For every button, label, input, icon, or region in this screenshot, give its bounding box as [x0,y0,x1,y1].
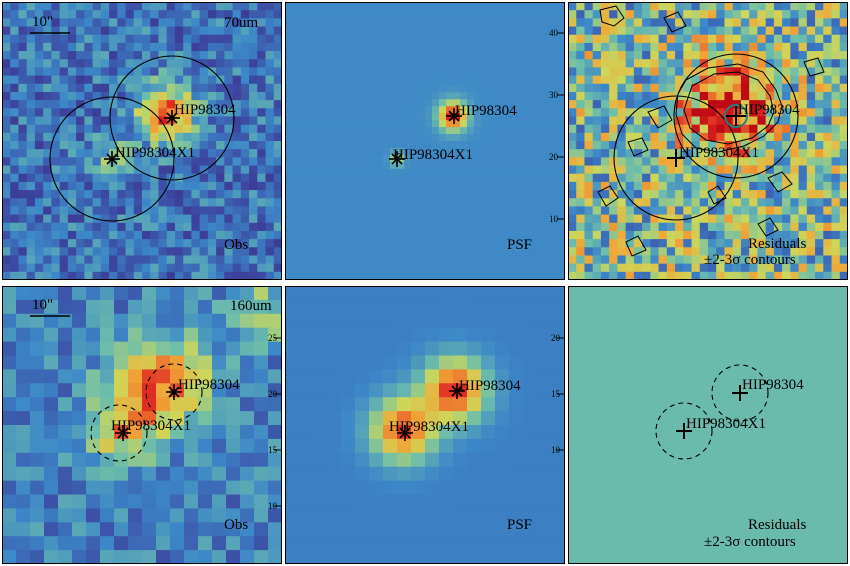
axis-right [274,337,281,507]
aperture-circle-dashed [145,363,203,421]
corner-label: Obs [224,237,248,253]
source-label: HIP98304 [459,378,521,394]
plus-marker [667,149,685,167]
star-marker [166,384,182,400]
axis-right [557,32,564,220]
overlay: 10" 70um HIP98304 HIP98304X1 Obs [2,2,282,280]
tick-label: 40 [549,28,559,38]
corner-label: PSF [507,517,532,533]
aperture-circle [613,95,739,221]
aperture-circle-dashed [711,364,769,422]
overlay: 10 15 20 HIP98304 HIP98304X1 PSF [285,286,565,564]
panel-obs-160um: 10" 160um 10 15 20 25 HIP98304 HIP98304X… [2,286,282,564]
panel-frame [568,286,848,564]
overlay: HIP98304 HIP98304X1 Residuals ±2-3σ cont… [568,2,848,280]
plus-marker [676,423,692,439]
panel-residuals-160um: HIP98304 HIP98304X1 Residuals ±2-3σ cont… [568,286,848,564]
image-map [2,2,282,280]
source-label: HIP98304 [178,377,240,393]
image-map [568,2,848,280]
corner-label: Residuals [748,236,806,252]
star-marker [446,108,462,124]
corner-label: ±2-3σ contours [704,252,796,268]
panel-frame [568,2,848,280]
source-label: HIP98304X1 [679,145,759,161]
source-label: HIP98304X1 [393,147,473,163]
image-map [285,2,565,280]
axis-right [557,337,564,451]
contour-ring [724,104,748,128]
source-label: HIP98304X1 [111,418,191,434]
image-map [285,286,565,564]
tick-label: 25 [268,333,278,343]
band-label: 70um [224,15,259,31]
source-label: HIP98304 [738,102,800,118]
panel-frame [2,286,282,564]
tick-label: 20 [268,389,278,399]
star-marker [397,425,413,441]
band-label: 160um [230,298,272,314]
scale-bar-label: 10" [32,297,53,313]
aperture-circle [109,55,235,181]
corner-label: Residuals [748,517,806,533]
overlay: 10" 160um 10 15 20 25 HIP98304 HIP98304X… [2,286,282,564]
source-label: HIP98304X1 [115,145,195,161]
aperture-circle [49,96,175,222]
overlay: 10 20 30 40 HIP98304 HIP98304X1 PSF [285,2,565,280]
corner-label: PSF [507,237,532,253]
overlay: HIP98304 HIP98304X1 Residuals ±2-3σ cont… [568,286,848,564]
panel-psf-160um: 10 15 20 HIP98304 HIP98304X1 PSF [285,286,565,564]
panel-psf-70um: 10 20 30 40 HIP98304 HIP98304X1 PSF [285,2,565,280]
panel-obs-70um: 10" 70um HIP98304 HIP98304X1 Obs [2,2,282,280]
star-marker [104,151,120,167]
source-label: HIP98304 [174,102,236,118]
aperture-circle-dashed [655,402,713,460]
tick-label: 20 [551,333,561,343]
plus-marker [732,385,748,401]
scale-bar-label: 10" [32,14,53,30]
star-marker [164,110,180,126]
source-label: HIP98304X1 [686,416,766,432]
tick-label: 10 [549,214,559,224]
tick-label: 20 [549,152,559,162]
aperture-circle-dashed [90,404,148,462]
star-marker [389,151,405,167]
source-label: HIP98304 [742,377,804,393]
tick-label: 30 [549,90,559,100]
source-label: HIP98304 [455,103,517,119]
tick-label: 10 [268,501,278,511]
star-marker [449,383,465,399]
contour-lines [597,5,825,257]
aperture-circle [673,53,799,179]
source-label: HIP98304X1 [389,419,469,435]
panel-residuals-70um: HIP98304 HIP98304X1 Residuals ±2-3σ cont… [568,2,848,280]
tick-label: 15 [268,445,278,455]
corner-label: Obs [224,517,248,533]
image-map [2,286,282,564]
panel-frame [285,286,565,564]
corner-label: ±2-3σ contours [704,534,796,550]
star-marker [115,425,131,441]
panel-frame [2,2,282,280]
image-map [568,286,848,564]
tick-label: 15 [551,389,561,399]
tick-label: 10 [551,445,561,455]
plus-marker [726,106,746,126]
panel-frame [285,2,565,280]
